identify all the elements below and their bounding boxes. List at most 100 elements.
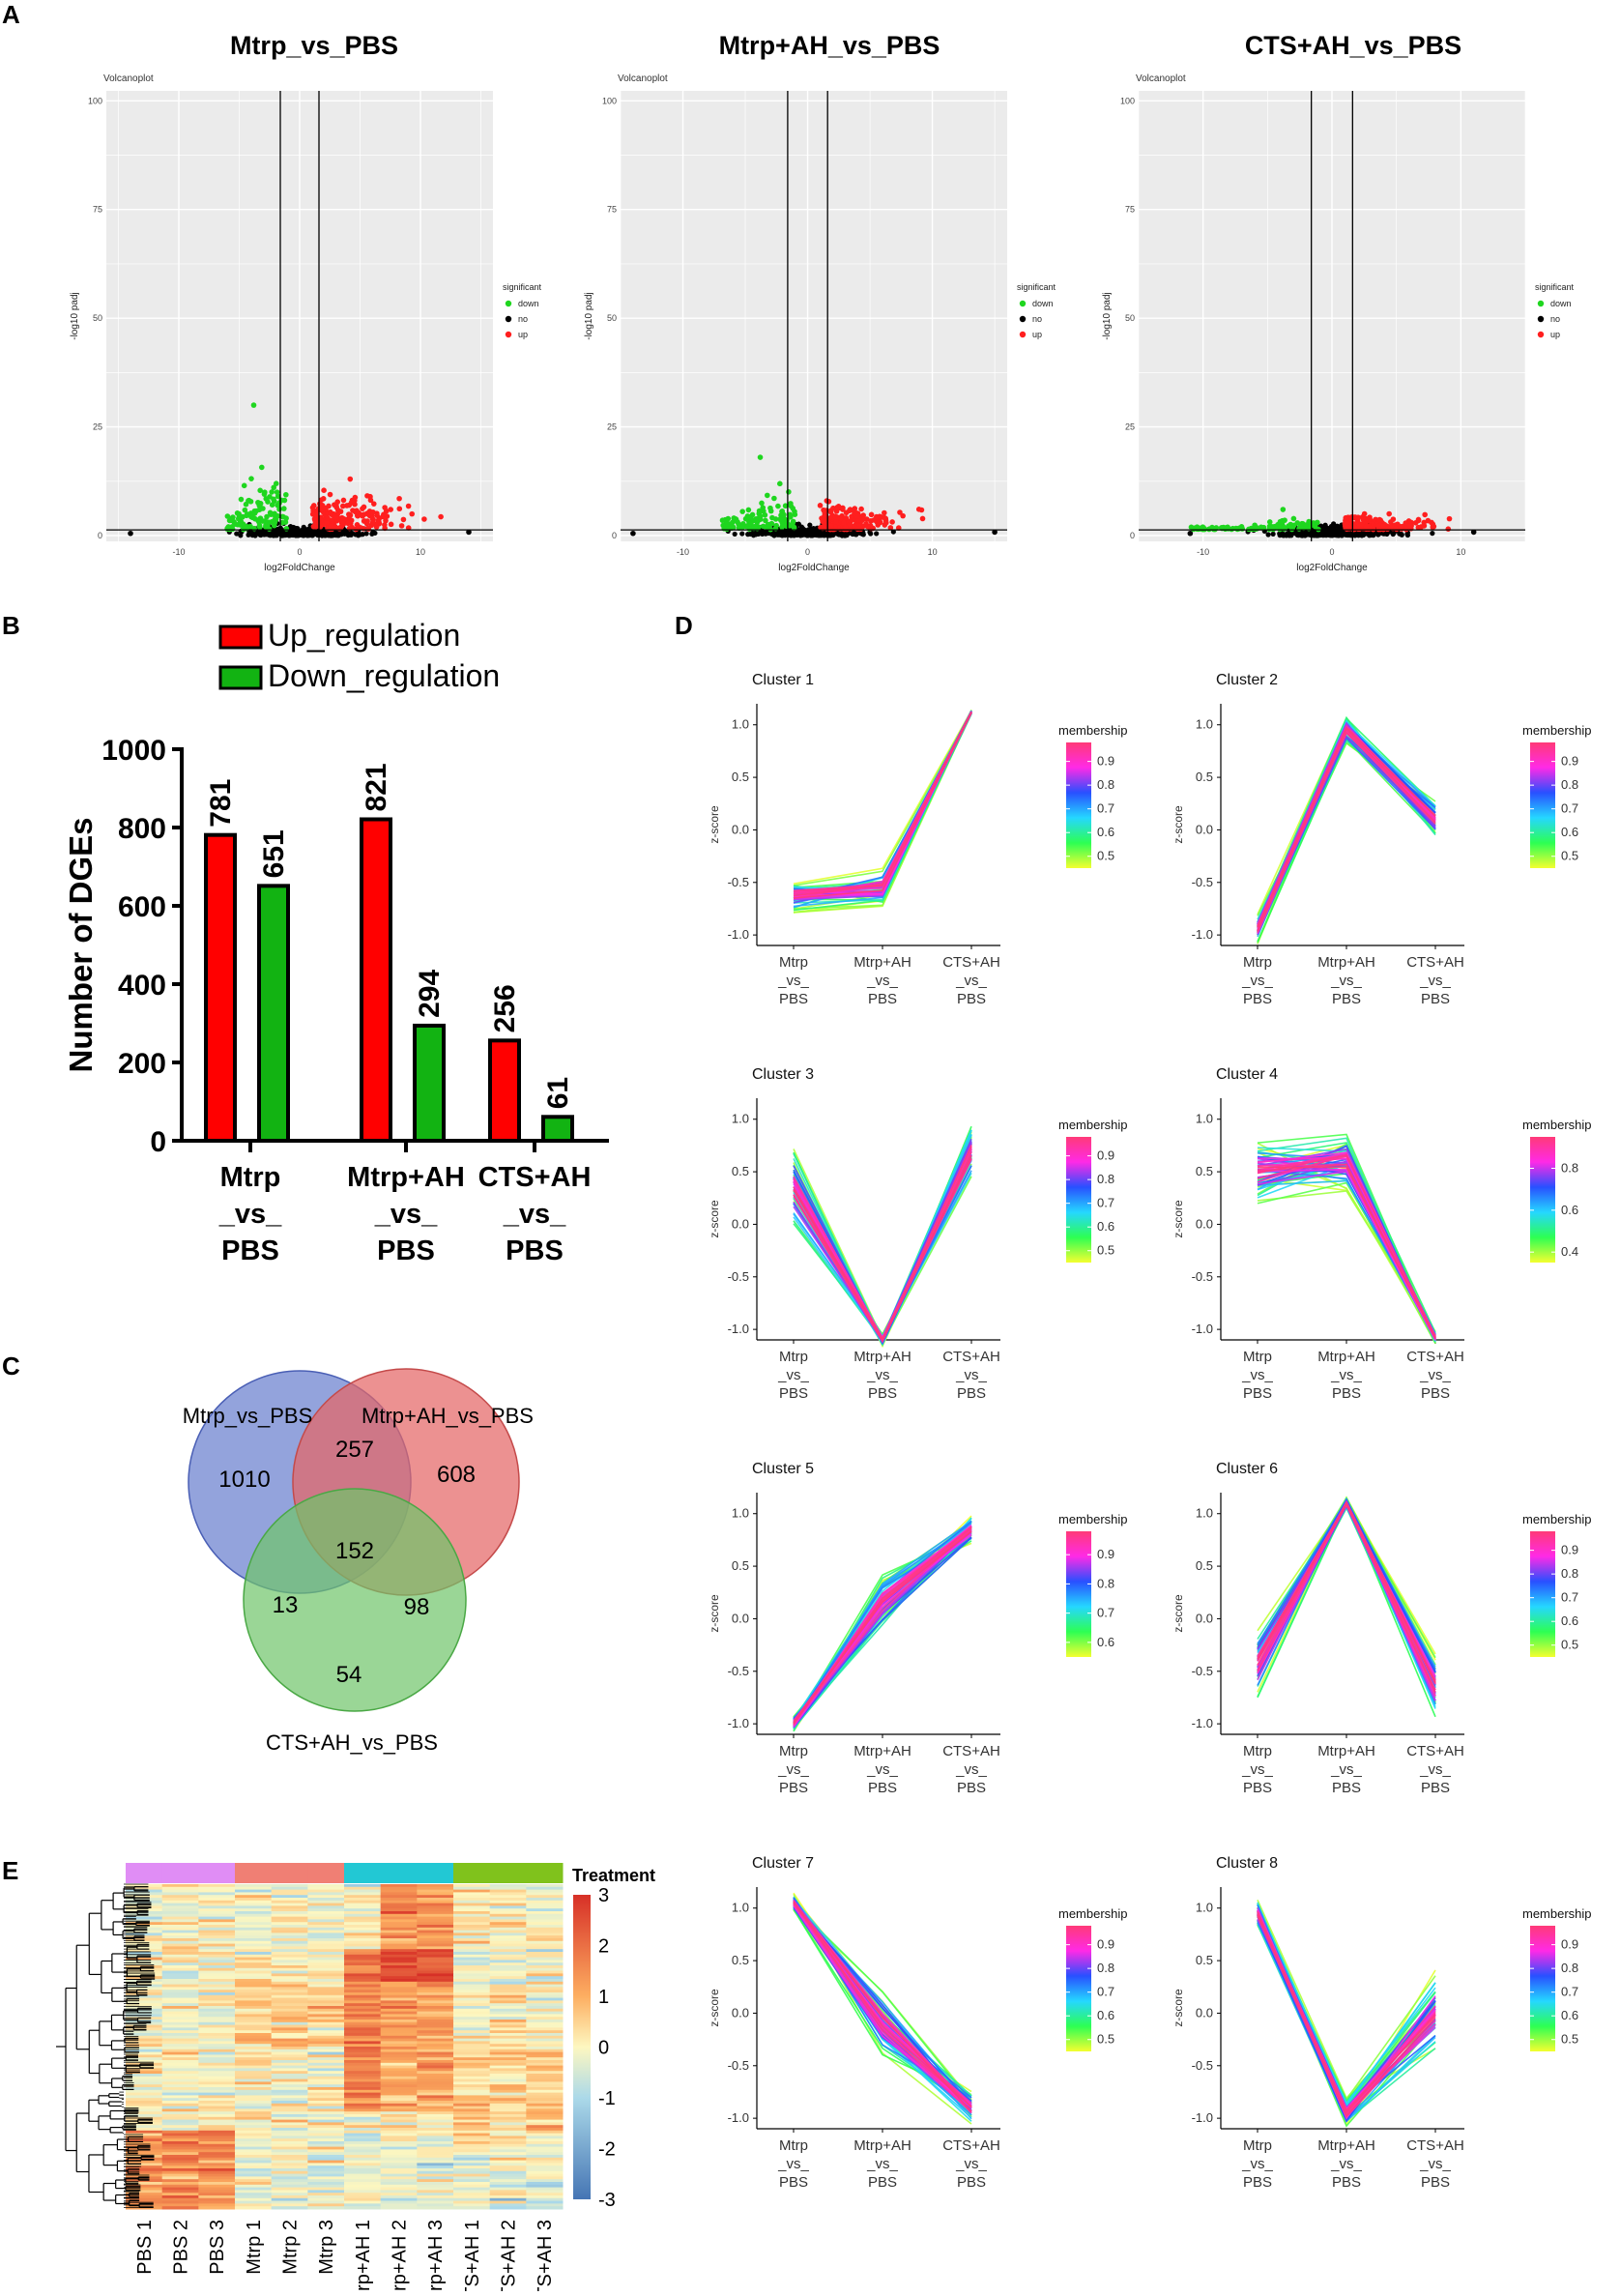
cluster-line [794, 1160, 971, 1338]
point-no [769, 532, 774, 537]
colorbar-title: membership [1058, 723, 1128, 738]
cluster-title: Cluster 4 [1216, 1066, 1278, 1083]
venn-count-ab: 257 [335, 1437, 374, 1463]
point-up [322, 505, 328, 510]
point-down [748, 521, 754, 527]
legend-label: down [518, 299, 539, 308]
cluster-line [1258, 1170, 1435, 1339]
legend-label: no [1550, 314, 1560, 324]
cluster-line [794, 712, 971, 891]
point-no [745, 532, 750, 537]
cluster-line [1258, 726, 1435, 922]
cluster-line [1258, 742, 1435, 935]
cluster-line [794, 711, 971, 884]
point-up [1355, 514, 1361, 520]
cluster-line [1258, 726, 1435, 926]
cluster-line [1258, 731, 1435, 931]
cluster-line [794, 712, 971, 900]
y-tick-label: 1.0 [732, 717, 749, 732]
x-tick-label: PBS [1243, 1780, 1272, 1796]
x-tick-label: 0 [805, 547, 810, 557]
point-up [334, 499, 340, 505]
colorbar-tick-label: 0.6 [1097, 825, 1114, 839]
point-down [778, 516, 784, 522]
point-down [227, 518, 233, 524]
point-down [283, 492, 289, 498]
volcano-subtitle: Volcanoplot [1136, 73, 1186, 84]
y-tick-label: -1.0 [1192, 1322, 1213, 1336]
legend-swatch [506, 316, 511, 322]
point-no [346, 533, 351, 538]
legend-swatch [1538, 316, 1544, 322]
y-tick-label: 0.5 [732, 1953, 749, 1967]
colorbar [1530, 1137, 1555, 1263]
panel-label-a: A [2, 0, 20, 29]
point-up [362, 511, 367, 517]
point-no [733, 532, 738, 537]
point-no [356, 533, 361, 538]
cluster-line [1258, 732, 1435, 935]
y-tick-label: 200 [118, 1048, 166, 1080]
y-axis-label: z-score [708, 1200, 721, 1238]
point-down [1229, 527, 1234, 533]
point-up [310, 505, 316, 510]
point-down [260, 518, 266, 524]
point-down [757, 509, 763, 514]
point-up [312, 517, 318, 523]
x-tick-label: _vs_ [1330, 973, 1362, 989]
venn-set-label-a: Mtrp_vs_PBS [183, 1404, 313, 1428]
point-no [1405, 533, 1410, 538]
cluster-line [1258, 1912, 1435, 2103]
point-down [720, 517, 726, 523]
colorbar-tick-label: 0.4 [1561, 1244, 1578, 1259]
colorbar-tick-label: 0.9 [1097, 754, 1114, 769]
x-tick-label: Mtrp [1243, 2137, 1272, 2154]
cluster-title: Cluster 3 [752, 1066, 814, 1083]
panel-label-c: C [2, 1351, 20, 1381]
point-down [771, 496, 777, 502]
panel-label-e: E [2, 1856, 18, 1885]
x-tick-label: PBS [779, 1385, 808, 1402]
cluster-line [1258, 1917, 1435, 2117]
cluster-line [1258, 728, 1435, 932]
point-down [790, 506, 796, 511]
point-up [364, 521, 370, 527]
point-down [753, 516, 759, 522]
cluster-line [794, 712, 971, 890]
colorbar-tick-label: 0.8 [1561, 1161, 1578, 1176]
cluster-line [1258, 729, 1435, 931]
cluster-line [1258, 732, 1435, 931]
point-no [1188, 531, 1194, 537]
x-tick-label: PBS [957, 1385, 986, 1402]
point-up [421, 516, 427, 522]
legend-swatch [1020, 316, 1026, 322]
x-tick-label: CTS+AH [1406, 1349, 1464, 1365]
y-tick-label: 600 [118, 891, 166, 923]
bar-value-label: 256 [489, 984, 521, 1032]
cluster-line [1258, 1159, 1435, 1338]
cluster-line [794, 712, 971, 892]
bar-down [415, 1026, 444, 1141]
cluster-line [794, 1537, 971, 1728]
x-tick-label: PBS [779, 2174, 808, 2191]
point-down [246, 498, 252, 504]
volcano-title: Mtrp_vs_PBS [230, 31, 398, 60]
y-tick-label: 0.0 [1196, 1611, 1213, 1625]
volcano-subtitle: Volcanoplot [103, 73, 154, 84]
x-tick-label: 10 [928, 547, 938, 557]
point-down [746, 515, 752, 521]
bar-value-label: 61 [542, 1077, 574, 1109]
x-tick-label: _vs_ [1419, 1761, 1451, 1778]
x-tick-label: Mtrp+AH [1317, 954, 1375, 971]
cluster-line [1258, 726, 1435, 929]
point-down [269, 489, 275, 495]
cluster-line [1258, 1167, 1435, 1337]
y-tick-label: 800 [118, 813, 166, 845]
cluster-line [1258, 1908, 1435, 2107]
point-up [396, 496, 402, 502]
x-tick-label: PBS [1332, 1780, 1361, 1796]
cluster-line [1258, 1181, 1435, 1344]
treatment-bar-cell [162, 1863, 199, 1883]
legend-label: up [1032, 330, 1042, 339]
x-tick-label: _vs_ [866, 2156, 898, 2172]
